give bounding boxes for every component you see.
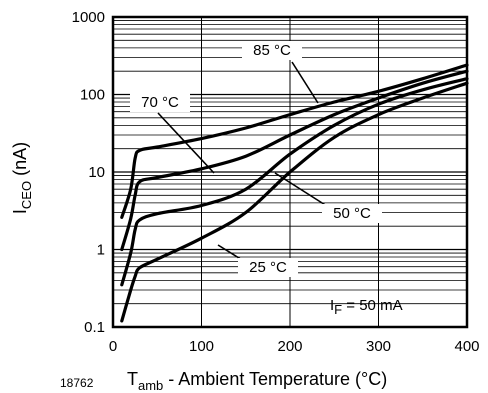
label-bg-2 — [130, 93, 190, 112]
x-axis-title-sub: amb — [138, 378, 163, 393]
y-tick-label: 100 — [80, 87, 105, 104]
label-bg-3 — [322, 204, 382, 223]
x-axis-title: Tamb - Ambient Temperature (°C) — [127, 369, 387, 393]
x-tick-label: 300 — [366, 338, 391, 355]
x-axis-title-main: T — [127, 369, 138, 389]
y-axis-title: ICEO (nA) — [10, 142, 34, 214]
y-tick-label: 1000 — [72, 9, 105, 26]
series-callouts: 85 °C 70 °C 50 °C 25 °C — [130, 41, 382, 277]
condition-sub: F — [334, 302, 342, 317]
y-tick-label: 0.1 — [84, 319, 105, 336]
y-axis-title-main: I — [10, 209, 30, 214]
series-line-2 — [120, 69, 469, 252]
series-line-4 — [120, 81, 469, 323]
series-label-2: 70 °C — [141, 94, 179, 111]
label-bg-4 — [238, 258, 298, 277]
figure-number: 18762 — [60, 376, 94, 390]
y-tick-label: 10 — [88, 164, 105, 181]
series-curves — [120, 63, 469, 323]
tick-labels: 0 100 200 300 400 0.1 1 10 100 1000 — [72, 9, 480, 355]
series-label-4: 25 °C — [249, 259, 287, 276]
condition-annotation: IF = 50 mA — [330, 297, 403, 317]
series-label-3: 50 °C — [333, 205, 371, 222]
y-axis-title-sub: CEO — [19, 181, 34, 209]
x-tick-label: 100 — [189, 338, 214, 355]
x-tick-label: 200 — [277, 338, 302, 355]
y-axis-title-rest: (nA) — [10, 142, 30, 181]
x-tick-label: 400 — [454, 338, 479, 355]
x-axis-title-rest: - Ambient Temperature (°C) — [163, 369, 387, 389]
condition-rest: = 50 mA — [342, 297, 402, 314]
label-leader-2 — [157, 112, 215, 174]
x-tick-label: 0 — [109, 338, 117, 355]
series-label-1: 85 °C — [253, 42, 291, 59]
plot-frame — [111, 15, 469, 329]
series-line-3 — [120, 77, 469, 287]
label-leader-3 — [274, 172, 331, 209]
condition-main: I — [330, 297, 334, 314]
series-line-1 — [120, 63, 469, 219]
y-tick-label: 1 — [97, 242, 105, 259]
label-bg-1 — [242, 41, 302, 60]
label-leader-1 — [291, 61, 319, 104]
